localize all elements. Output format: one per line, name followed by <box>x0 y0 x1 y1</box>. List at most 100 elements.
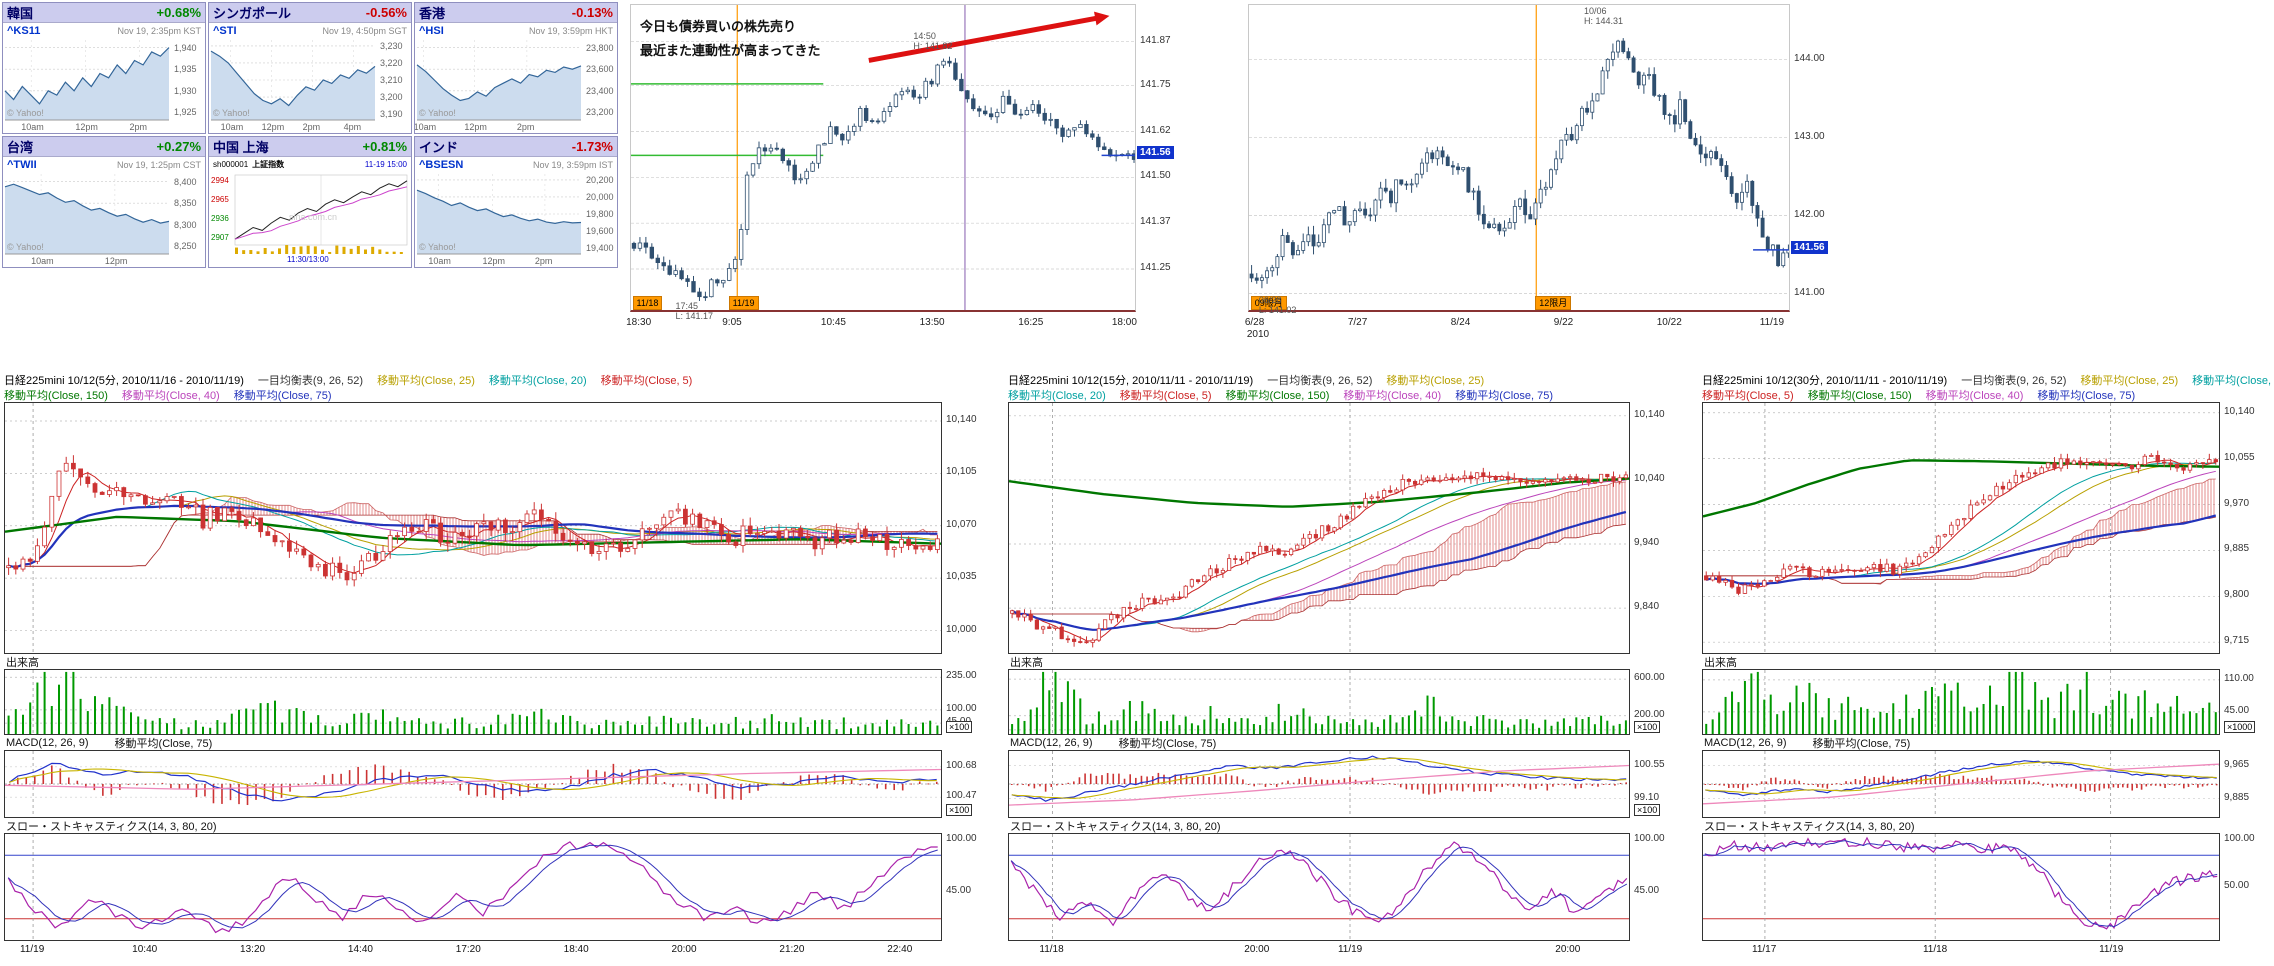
market-panel-subheader: ^TWII Nov 19, 1:25pm CST <box>3 157 205 172</box>
legend-item: 移動平均(Close, 75) <box>1455 389 1553 402</box>
time-axis-label: 20:00 <box>1244 944 1270 955</box>
price-note-line: 10/06 <box>1584 6 1607 17</box>
market-symbol-link[interactable]: ^BSESN <box>419 158 464 171</box>
time-axis-label: 11/19 <box>2099 944 2124 955</box>
price-axis-label: 141.00 <box>1794 286 1825 298</box>
market-panel-shanghai[interactable]: 中国 上海 +0.81% sh000001 上証指数 11-19 15:00 2994 29… <box>208 136 412 268</box>
x-axis-label: 12pm <box>75 122 98 132</box>
macd-panel <box>1008 750 1630 818</box>
legend-item: 移動平均(Close, 150) <box>1807 389 1912 402</box>
time-axis-label: 11/18 <box>1922 944 1948 955</box>
macd-panel-canvas <box>5 751 941 817</box>
price-panel <box>4 402 942 654</box>
quote-timestamp: Nov 19, 4:50pm SGT <box>322 25 407 36</box>
legend-item: 移動平均(Close, 25) <box>1386 374 1485 387</box>
time-axis-label: 21:20 <box>779 944 805 955</box>
market-panel-korea[interactable]: 韓国 +0.68% ^KS11 Nov 19, 2:35pm KST 1,940 1,93… <box>2 2 206 134</box>
sina-plot: 2994 2965 2936 2907 sina.com.cn 11:30/13:00 <box>209 172 411 267</box>
market-panel-taiwan[interactable]: 台湾 +0.27% ^TWII Nov 19, 1:25pm CST 8,400 8,35… <box>2 136 206 268</box>
y-axis-label: 23,600 <box>586 64 614 75</box>
usdjpy-intraday-annotated-chart: 141.87 141.75 141.62 141.50 141.37 141.25 141.… <box>626 4 1182 336</box>
volume-panel <box>4 669 942 735</box>
market-panel-subheader: ^KS11 Nov 19, 2:35pm KST <box>3 23 205 38</box>
stochastics-axis-label: 50.00 <box>2224 880 2250 891</box>
macd-panel-canvas <box>1009 751 1629 817</box>
sina-watermark: sina.com.cn <box>289 212 338 222</box>
sparkline-plot: 23,800 23,600 23,400 23,200 10am 12pm 2pm © Yah… <box>415 38 617 133</box>
market-symbol-link[interactable]: ^TWII <box>7 158 37 171</box>
volume-panel-canvas <box>1703 670 2219 734</box>
legend-item: 一目均衡表(9, 26, 52) <box>1267 374 1373 387</box>
y-axis-label: 1,930 <box>174 85 197 96</box>
volume-axis-label: 110.00 <box>2224 672 2254 684</box>
price-axis-label: 141.37 <box>1140 216 1171 228</box>
time-axis-label: 11/19 <box>1337 944 1363 955</box>
volume-panel <box>1702 669 2220 735</box>
market-panel-header: 香港 -0.13% <box>415 3 617 23</box>
price-axis-label: 10,140 <box>946 413 977 425</box>
time-axis: 11/17 11/18 11/19 <box>1702 941 2274 959</box>
volume-label-row: 出来高 <box>4 654 996 669</box>
nikkei225mini-15min-chart: 日経225mini 10/12(15分, 2010/11/11 - 2010/1… <box>1008 372 1684 962</box>
y-axis-label: 19,400 <box>586 243 614 254</box>
macd-panel-row: 100.55 99.10 ×100 <box>1008 750 1684 818</box>
stochastics-label-row: スロー・ストキャスティクス(14, 3, 80, 20) <box>1702 818 2274 833</box>
macd-ma-label: 移動平均(Close, 75) <box>1812 737 1911 750</box>
usdjpy-daily-chart: 144.00 143.00 142.00 141.00 141.56 6/28 7/27 8/… <box>1244 4 1836 344</box>
price-note-line: H: 144.31 <box>1584 16 1624 27</box>
legend-row-1: 日経225mini 10/12(15分, 2010/11/11 - 2010/1… <box>1008 372 1684 387</box>
price-axis-label: 9,840 <box>1634 601 1660 613</box>
price-note-line: 14:50 <box>913 31 936 41</box>
market-name: インド <box>419 140 459 155</box>
y-axis-label: 19,600 <box>586 226 614 237</box>
legend-row-1: 日経225mini 10/12(30分, 2010/11/11 - 2010/1… <box>1702 372 2274 387</box>
y-axis-label: 8,400 <box>174 176 197 187</box>
macd-label: MACD(12, 26, 9) <box>6 736 89 749</box>
market-panel-singapore[interactable]: シンガポール -0.56% ^STI Nov 19, 4:50pm SGT 3,230 3… <box>208 2 412 134</box>
stochastics-axis-label: 45.00 <box>1634 885 1660 897</box>
stochastics-label-row: スロー・ストキャスティクス(14, 3, 80, 20) <box>1008 818 1684 833</box>
yahoo-watermark: © Yahoo! <box>7 242 44 252</box>
volume-label: 出来高 <box>1010 656 1043 669</box>
stochastics-panel <box>1702 833 2220 941</box>
x-axis-label: 12pm <box>104 256 128 266</box>
time-axis-label: 16:25 <box>1018 317 1044 328</box>
legend-item: 移動平均(Close, 25) <box>377 374 475 387</box>
volume-unit-box: ×100 <box>1634 721 1661 733</box>
chart-annotation: 最近また連動性が高まってきた <box>640 43 821 58</box>
market-panel-india[interactable]: インド -1.73% ^BSESN Nov 19, 3:59pm IST 20,200 2… <box>414 136 618 268</box>
price-axis-label: 10,140 <box>2224 405 2255 417</box>
legend-row-2: 移動平均(Close, 150) 移動平均(Close, 40) 移動平均(Clos… <box>4 387 996 402</box>
legend-item: 移動平均(Close, 75) <box>2037 389 2136 402</box>
market-symbol-link[interactable]: ^HSI <box>419 24 444 37</box>
market-name: 台湾 <box>7 140 34 155</box>
chart-title: 日経225mini 10/12(15分, 2010/11/11 - 2010/1… <box>1008 374 1254 387</box>
legend-item: 一目均衡表(9, 26, 52) <box>257 374 364 387</box>
last-price-box: 141.56 <box>1137 146 1174 160</box>
y-axis-label: 3,220 <box>380 57 403 68</box>
x-axis-label: 2pm <box>516 122 535 132</box>
sparkline-canvas <box>210 40 376 121</box>
market-panel-subheader: ^STI Nov 19, 4:50pm SGT <box>209 23 411 38</box>
y-axis-label: 3,190 <box>380 109 403 120</box>
y-axis-label: 3,230 <box>380 40 403 51</box>
market-panel-hongkong[interactable]: 香港 -0.13% ^HSI Nov 19, 3:59pm HKT 23,800 23,6… <box>414 2 618 134</box>
legend-item: 移動平均(Close, 20) <box>488 374 587 387</box>
time-axis-label: 6/28 <box>1244 317 1265 328</box>
price-axis-label: 9,970 <box>2224 497 2250 509</box>
market-change-percent: +0.27% <box>156 139 201 154</box>
price-axis-label: 9,940 <box>1634 537 1660 549</box>
sina-axis-label: 2907 <box>211 233 229 242</box>
market-change-percent: +0.68% <box>156 5 201 20</box>
macd-panel-canvas <box>1703 751 2219 817</box>
market-symbol-link[interactable]: ^KS11 <box>7 24 41 37</box>
volume-label-row: 出来高 <box>1008 654 1684 669</box>
macd-ma-label: 移動平均(Close, 75) <box>1118 737 1217 750</box>
y-axis-label: 8,350 <box>174 198 197 209</box>
sina-chart-header: sh000001 上証指数 11-19 15:00 <box>209 157 411 172</box>
y-axis-label: 3,210 <box>380 75 403 85</box>
market-symbol-link[interactable]: ^STI <box>213 24 237 37</box>
sina-header-left: sh000001 上証指数 <box>213 159 284 170</box>
stochastics-axis-label: 45.00 <box>946 885 972 897</box>
